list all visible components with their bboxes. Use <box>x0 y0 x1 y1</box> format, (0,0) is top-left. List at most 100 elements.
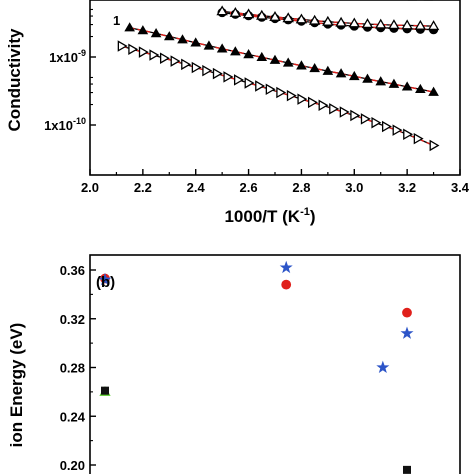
series-2-point <box>296 60 307 70</box>
panel-b-y-ticks: 0.20 0.24 0.28 0.32 0.36 <box>60 263 96 473</box>
series-2-point <box>163 31 175 41</box>
series-2-point <box>322 65 334 75</box>
series-1-point <box>149 49 160 61</box>
series-2-point <box>124 22 135 32</box>
series-4-point <box>269 11 281 21</box>
series-4-point <box>374 18 387 29</box>
series-1-point <box>286 89 297 102</box>
panel-b-series <box>98 260 414 474</box>
series-2-point <box>309 62 320 73</box>
series-1-point <box>117 40 128 52</box>
series-1-point <box>371 116 382 129</box>
series-1-point <box>212 67 223 80</box>
series-2-point <box>216 43 228 53</box>
series-1-point <box>244 77 255 89</box>
series-4-point <box>308 14 321 25</box>
series-2-point <box>335 68 347 78</box>
b-series-2-point <box>279 260 293 274</box>
panel-a-x-ticks: 2.0 2.2 2.4 2.6 2.8 3.0 3.2 3.4 <box>81 169 470 195</box>
panel-b-plot-frame <box>89 254 461 474</box>
series-1-point <box>159 52 170 64</box>
panel-a-series <box>117 0 440 152</box>
b-series-1-point <box>281 279 292 290</box>
x-tick-label: 2.8 <box>292 180 310 195</box>
x-tick-label: 2.0 <box>81 180 99 195</box>
series-1-point <box>413 132 424 145</box>
series-4-point <box>335 16 347 27</box>
panel-b: 0.20 0.24 0.28 0.32 0.36 (b) ion Energy (eV) <box>7 254 461 474</box>
series-4-point <box>401 19 413 30</box>
series-4-point <box>282 12 294 23</box>
series-1-label: 1 <box>113 13 120 28</box>
panel-b-y-axis-label: ion Energy (eV) <box>7 323 26 448</box>
b-y-tick-label: 0.24 <box>60 409 86 424</box>
series-2-point <box>269 54 281 64</box>
series-4-point <box>242 8 255 19</box>
panel-b-label: (b) <box>96 274 115 291</box>
x-tick-label: 3.4 <box>451 180 470 195</box>
series-1-point <box>233 74 244 86</box>
x-tick-label: 2.2 <box>134 180 152 195</box>
series-4-point <box>427 20 440 31</box>
series-2-point <box>256 51 268 62</box>
b-y-tick-label: 0.36 <box>60 263 85 278</box>
series-2-point <box>177 34 188 44</box>
panel-a-y-ticks: 1x10-9 1x10-10 <box>44 8 96 133</box>
series-1-point <box>392 124 403 136</box>
series-2-point <box>203 40 215 50</box>
series-1-point <box>339 106 350 118</box>
series-1-point <box>181 58 192 71</box>
y-tick-label: 1x10-9 <box>49 48 86 65</box>
b-y-tick-label: 0.28 <box>60 361 85 376</box>
b-series-1-point <box>402 307 412 318</box>
series-2-point <box>388 78 400 88</box>
series-4-point <box>295 13 308 24</box>
series-1-point <box>403 128 414 141</box>
series-2-point <box>362 73 373 83</box>
series-4-point <box>229 6 242 17</box>
panel-a-y-axis-label: Conductivity <box>5 28 24 131</box>
series-1-point <box>255 80 266 92</box>
series-1-point <box>223 71 234 83</box>
series-2-point <box>348 70 360 81</box>
x-tick-label: 3.2 <box>398 180 416 195</box>
series-1-point <box>265 83 276 96</box>
series-1-point <box>360 113 371 125</box>
b-series-2-point <box>400 326 414 339</box>
series-2-point <box>282 57 294 67</box>
x-tick-label: 2.6 <box>240 180 258 195</box>
series-2-point <box>401 81 413 91</box>
series-4-point <box>348 17 361 28</box>
series-1-point <box>329 103 340 115</box>
panel-a-x-axis-label: 1000/T (K-1) <box>224 206 315 226</box>
series-4-point <box>414 19 427 30</box>
series-2-point <box>375 76 387 86</box>
panel-a: 2.0 2.2 2.4 2.6 2.8 3.0 3.2 3.4 1x10-9 1x10-10 1… <box>5 0 470 226</box>
series-1-point <box>191 61 202 74</box>
b-y-tick-label: 0.32 <box>60 312 85 327</box>
series-1-point <box>170 55 181 67</box>
series-1-point <box>318 99 329 112</box>
series-2-point <box>190 37 202 47</box>
series-2-point <box>243 49 254 59</box>
series-1-point <box>138 46 149 58</box>
series-1-point <box>276 86 287 99</box>
series-2-point <box>230 46 241 56</box>
b-series-4-point <box>402 465 411 474</box>
series-4-point <box>216 5 228 16</box>
x-tick-label: 3.0 <box>345 180 363 195</box>
series-4-point <box>256 9 268 20</box>
y-tick-label: 1x10-10 <box>44 116 86 133</box>
series-2-point <box>428 86 439 96</box>
series-1-point <box>128 43 139 55</box>
series-1-point <box>297 93 308 105</box>
series-2-point <box>415 83 426 94</box>
series-1-point <box>429 139 440 152</box>
series-1-point <box>202 64 213 77</box>
series-4-point <box>322 15 334 26</box>
x-tick-label: 2.4 <box>187 180 206 195</box>
series-1-point <box>381 120 392 133</box>
series-2-point <box>137 25 149 35</box>
series-4-point <box>361 18 374 29</box>
series-1-point <box>307 96 318 109</box>
